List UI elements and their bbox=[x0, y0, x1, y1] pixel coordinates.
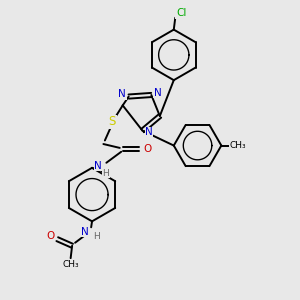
Text: H: H bbox=[102, 169, 109, 178]
Text: CH₃: CH₃ bbox=[62, 260, 79, 268]
Text: N: N bbox=[94, 161, 102, 171]
Text: N: N bbox=[154, 88, 162, 98]
Text: N: N bbox=[118, 89, 126, 99]
Text: N: N bbox=[145, 127, 153, 137]
Text: O: O bbox=[143, 144, 151, 154]
Text: S: S bbox=[109, 115, 116, 128]
Text: N: N bbox=[81, 227, 89, 237]
Text: CH₃: CH₃ bbox=[230, 141, 246, 150]
Text: Cl: Cl bbox=[176, 8, 186, 18]
Text: O: O bbox=[46, 231, 55, 241]
Text: H: H bbox=[93, 232, 100, 241]
